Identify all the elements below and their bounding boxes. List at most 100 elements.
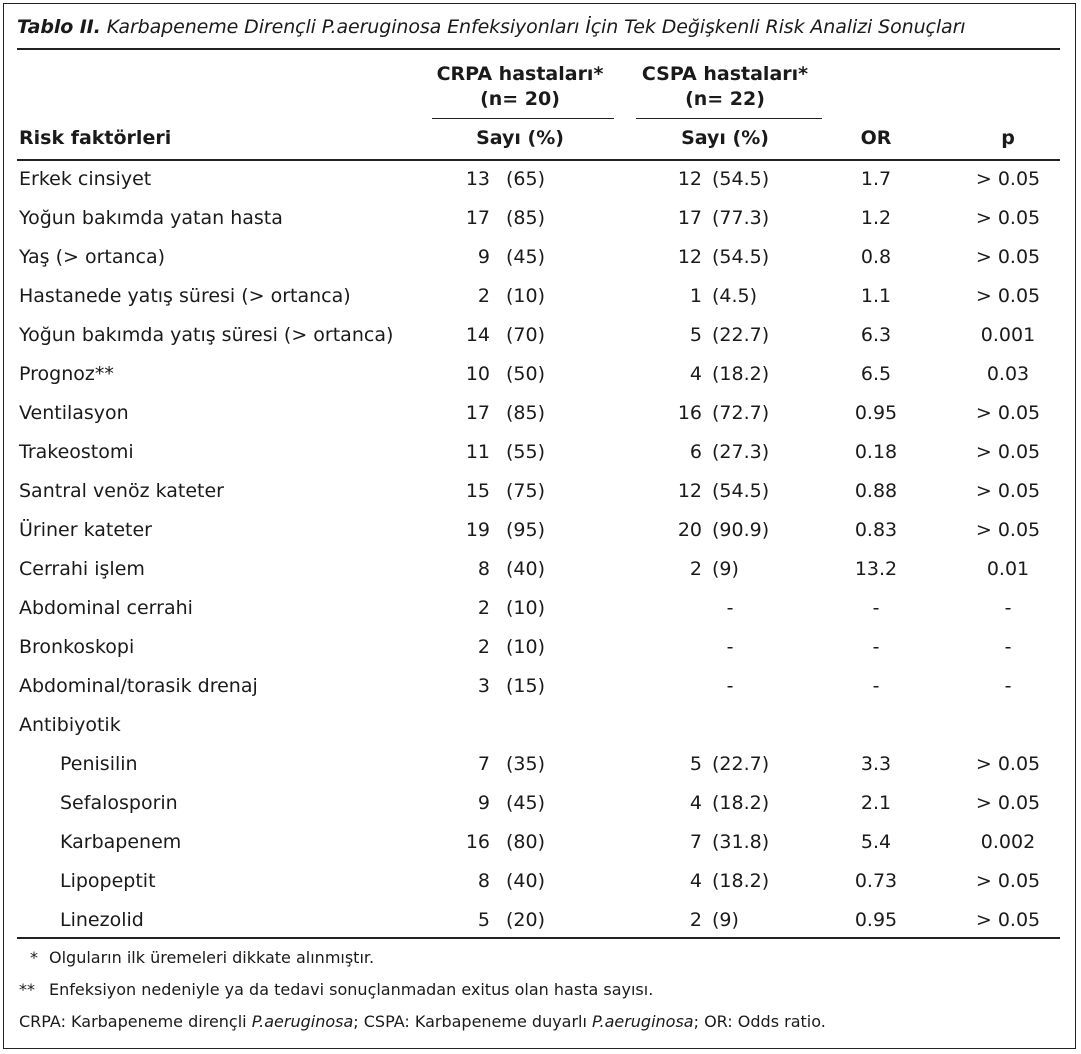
abbr-crpa: CRPA: Karbapeneme dirençli (19, 1012, 252, 1031)
or-value: 0.95 (854, 402, 898, 424)
crpa-count: 19 (465, 519, 490, 541)
crpa-count: 16 (465, 831, 490, 853)
risk-factor-label: Trakeostomi (19, 441, 134, 463)
cspa-percent: (18.2) (712, 870, 770, 892)
cspa-percent: (22.7) (712, 753, 770, 775)
p-value: 0.002 (980, 831, 1036, 853)
p-value: 0.01 (986, 558, 1030, 580)
risk-factor-label: Erkek cinsiyet (19, 168, 152, 190)
risk-factor-label: Abdominal/torasik drenaj (19, 675, 258, 697)
crpa-percent: (10) (506, 636, 546, 658)
risk-factor-label: Yaş (> ortanca) (19, 246, 166, 268)
crpa-percent: (95) (506, 519, 546, 541)
cspa-count: 4 (689, 792, 702, 814)
cspa-percent: (54.5) (712, 480, 770, 502)
footnote-2: ** Enfeksiyon nedeniyle ya da tedavi sonu… (19, 980, 653, 999)
p-value: > 0.05 (975, 441, 1041, 463)
crpa-percent: (10) (506, 597, 546, 619)
crpa-percent: (85) (506, 207, 546, 229)
p-value: > 0.05 (975, 870, 1041, 892)
crpa-count: 9 (477, 792, 490, 814)
top-rule (17, 48, 1060, 50)
risk-factor-label: Yoğun bakımda yatan hasta (19, 207, 283, 229)
risk-factor-label: Lipopeptit (60, 870, 156, 892)
cspa-count: 4 (689, 363, 702, 385)
risk-factor-label: Ventilasyon (19, 402, 129, 424)
or-value: - (872, 636, 880, 658)
abbr-cspa: ; CSPA: Karbapeneme duyarlı (353, 1012, 593, 1031)
crpa-percent: (15) (506, 675, 546, 697)
or-value: - (872, 675, 880, 697)
cspa-count: 2 (689, 909, 702, 931)
risk-factor-label: Abdominal cerrahi (19, 597, 193, 619)
crpa-percent: (45) (506, 792, 546, 814)
crpa-count: 8 (477, 870, 490, 892)
bottom-rule (17, 937, 1060, 939)
crpa-percent: (40) (506, 870, 546, 892)
abbr-cspa-organism: P.aeruginosa (592, 1012, 694, 1031)
or-value: 2.1 (860, 792, 892, 814)
p-value: - (1004, 675, 1012, 697)
footnote-1: * Olguların ilk üremeleri dikkate alınmış… (19, 948, 374, 967)
or-value: 1.2 (860, 207, 892, 229)
cspa-percent: (9) (712, 909, 739, 931)
p-value: 0.001 (980, 324, 1036, 346)
risk-factor-label: Yoğun bakımda yatış süresi (> ortanca) (19, 324, 394, 346)
risk-factor-label: Prognoz** (19, 363, 114, 385)
or-header: OR (860, 127, 892, 149)
cspa-count: 16 (677, 402, 702, 424)
crpa-count: 14 (465, 324, 490, 346)
cspa-count: 12 (677, 480, 702, 502)
or-value: 3.3 (860, 753, 892, 775)
or-value: 0.95 (854, 909, 898, 931)
crpa-percent: (70) (506, 324, 546, 346)
or-value: 6.3 (860, 324, 892, 346)
crpa-percent: (80) (506, 831, 546, 853)
cspa-count: 20 (677, 519, 702, 541)
cspa-percent: (31.8) (712, 831, 770, 853)
cspa-count: 7 (689, 831, 702, 853)
cspa-percent: (72.7) (712, 402, 770, 424)
table-number: Tablo II. (17, 16, 101, 38)
crpa-count-header: Sayı (%) (476, 127, 564, 149)
crpa-percent: (55) (506, 441, 546, 463)
p-value: > 0.05 (975, 519, 1041, 541)
or-value: 1.7 (860, 168, 892, 190)
crpa-percent: (20) (506, 909, 546, 931)
p-value: 0.03 (986, 363, 1030, 385)
or-value: 6.5 (860, 363, 892, 385)
p-value: > 0.05 (975, 207, 1041, 229)
footnote-1-mark: * (30, 948, 38, 967)
risk-factor-label: Hastanede yatış süresi (> ortanca) (19, 285, 351, 307)
cspa-count: 5 (689, 324, 702, 346)
crpa-count: 7 (477, 753, 490, 775)
crpa-percent: (85) (506, 402, 546, 424)
risk-factor-label: Penisilin (60, 753, 138, 775)
crpa-count: 2 (477, 285, 490, 307)
risk-factor-label: Antibiyotik (19, 714, 121, 736)
risk-factor-label: Bronkoskopi (19, 636, 135, 658)
footnote-1-text: Olguların ilk üremeleri dikkate alınmışt… (49, 948, 375, 967)
crpa-count: 10 (465, 363, 490, 385)
crpa-percent: (50) (506, 363, 546, 385)
or-value: 0.73 (854, 870, 898, 892)
header-rule (17, 159, 1060, 161)
risk-factor-label: Üriner kateter (19, 519, 152, 541)
p-value: > 0.05 (975, 168, 1041, 190)
crpa-count: 17 (465, 402, 490, 424)
or-value: 5.4 (860, 831, 892, 853)
crpa-count: 11 (465, 441, 490, 463)
cspa-percent: (27.3) (712, 441, 770, 463)
abbreviations-note: CRPA: Karbapeneme dirençli P.aeruginosa;… (19, 1012, 826, 1031)
risk-factor-label: Santral venöz kateter (19, 480, 224, 502)
cspa-percent: (77.3) (712, 207, 770, 229)
crpa-count: 2 (477, 597, 490, 619)
table-title: Tablo II. Karbapeneme Dirençli P.aerugin… (17, 16, 966, 38)
p-value: > 0.05 (975, 480, 1041, 502)
risk-factor-label: Karbapenem (60, 831, 182, 853)
p-value: - (1004, 597, 1012, 619)
cspa-count: 2 (689, 558, 702, 580)
crpa-percent: (40) (506, 558, 546, 580)
risk-factor-label: Linezolid (60, 909, 144, 931)
p-value: - (1004, 636, 1012, 658)
